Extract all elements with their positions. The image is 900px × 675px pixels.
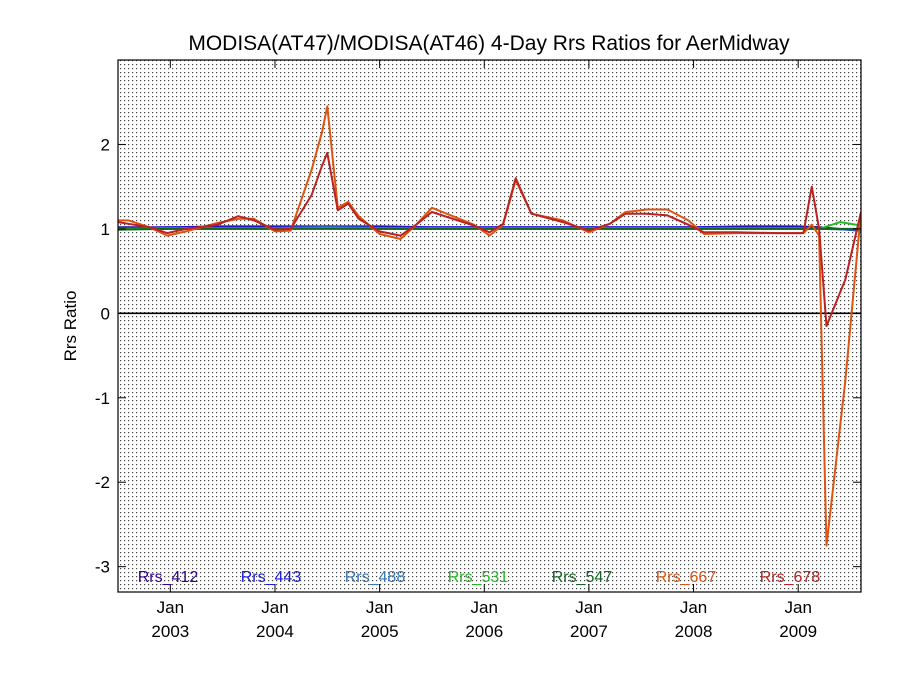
plot-frame <box>117 59 862 593</box>
y-tick-label: -2 <box>95 473 110 492</box>
x-tick-year-label: 2004 <box>256 622 294 641</box>
series-line-rrs-678 <box>118 151 861 327</box>
x-tick-month-label: Jan <box>157 598 184 617</box>
x-tick-month-label: Jan <box>261 598 288 617</box>
legend-entry-rrs-531: Rrs_531 <box>448 569 509 586</box>
x-tick-year-label: 2005 <box>361 622 399 641</box>
legend-entry-rrs-488: Rrs_488 <box>345 569 406 586</box>
x-tick-year-label: 2007 <box>570 622 608 641</box>
y-axis: -3 -2 -1 0 1 2 <box>95 135 861 577</box>
series-line-rrs-547 <box>118 227 861 231</box>
legend: Rrs_412 Rrs_443 Rrs_488 Rrs_531 Rrs_547 Rrs_6… <box>138 569 821 586</box>
chart-title: MODISA(AT47)/MODISA(AT46) 4-Day Rrs Rati… <box>188 32 790 55</box>
x-tick-month-label: Jan <box>366 598 393 617</box>
x-tick-month-label: Jan <box>785 598 812 617</box>
x-tick-month-label: Jan <box>471 598 498 617</box>
y-tick-label: -1 <box>95 389 110 408</box>
legend-entry-rrs-443: Rrs_443 <box>241 569 302 586</box>
y-tick-label: 0 <box>101 304 110 323</box>
plot-grid <box>118 60 861 592</box>
x-tick-month-label: Jan <box>680 598 707 617</box>
y-tick-label: 1 <box>101 220 110 239</box>
legend-entry-rrs-412: Rrs_412 <box>138 569 199 586</box>
x-tick-year-label: 2008 <box>675 622 713 641</box>
x-tick-month-label: Jan <box>575 598 602 617</box>
x-tick-year-label: 2003 <box>151 622 189 641</box>
x-tick-year-label: 2006 <box>465 622 503 641</box>
legend-entry-rrs-547: Rrs_547 <box>552 569 613 586</box>
y-tick-label: -3 <box>95 558 110 577</box>
y-tick-label: 2 <box>101 135 110 154</box>
legend-entry-rrs-667: Rrs_667 <box>656 569 717 586</box>
x-axis: Jan 2003 Jan 2004 Jan 2005 Jan 2006 Jan 2007 Jan 20… <box>151 60 817 641</box>
x-tick-year-label: 2009 <box>779 622 817 641</box>
y-axis-label: Rrs Ratio <box>61 291 80 362</box>
legend-entry-rrs-678: Rrs_678 <box>760 569 821 586</box>
series-layer <box>118 105 861 547</box>
